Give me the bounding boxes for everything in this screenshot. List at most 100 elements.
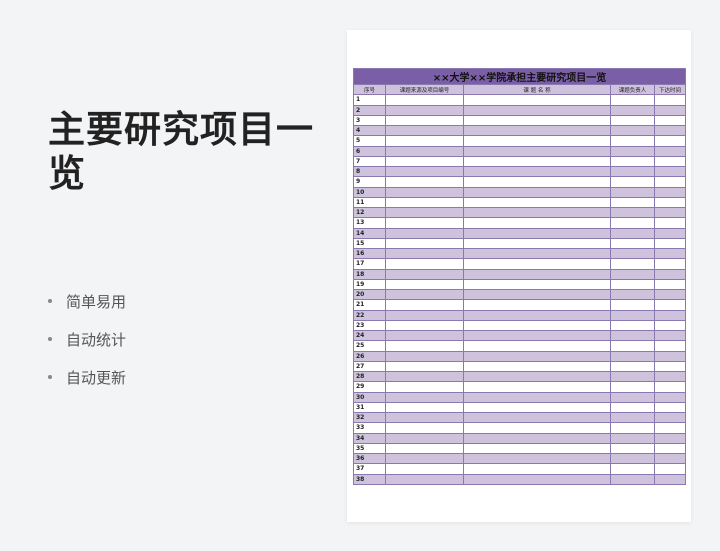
table-cell[interactable] bbox=[610, 278, 655, 291]
table-cell[interactable] bbox=[654, 104, 686, 116]
table-cell[interactable] bbox=[463, 258, 611, 270]
table-cell[interactable] bbox=[610, 401, 655, 414]
row-number[interactable]: 32 bbox=[353, 411, 386, 424]
row-number[interactable]: 37 bbox=[353, 463, 386, 475]
table-cell[interactable] bbox=[385, 309, 464, 321]
table-cell[interactable] bbox=[654, 196, 686, 209]
table-cell[interactable] bbox=[654, 94, 686, 106]
table-cell[interactable] bbox=[654, 186, 686, 198]
table-cell[interactable] bbox=[385, 360, 464, 373]
table-cell[interactable] bbox=[610, 165, 655, 178]
table-cell[interactable] bbox=[463, 206, 611, 219]
row-number[interactable]: 18 bbox=[353, 268, 386, 280]
table-cell[interactable] bbox=[385, 370, 464, 383]
table-cell[interactable] bbox=[463, 299, 611, 311]
row-number[interactable]: 5 bbox=[353, 135, 386, 147]
table-cell[interactable] bbox=[654, 227, 686, 239]
table-cell[interactable] bbox=[385, 278, 464, 291]
table-cell[interactable] bbox=[654, 422, 686, 434]
table-cell[interactable] bbox=[654, 360, 686, 373]
table-cell[interactable] bbox=[610, 227, 655, 239]
table-cell[interactable] bbox=[385, 94, 464, 106]
table-cell[interactable] bbox=[385, 422, 464, 434]
table-cell[interactable] bbox=[654, 299, 686, 311]
table-cell[interactable] bbox=[463, 401, 611, 414]
table-cell[interactable] bbox=[610, 463, 655, 475]
table-cell[interactable] bbox=[610, 104, 655, 116]
row-number[interactable]: 11 bbox=[353, 196, 386, 209]
row-number[interactable]: 22 bbox=[353, 309, 386, 321]
row-number[interactable]: 36 bbox=[353, 452, 386, 465]
table-cell[interactable] bbox=[654, 432, 686, 444]
table-cell[interactable] bbox=[385, 411, 464, 424]
row-number[interactable]: 20 bbox=[353, 288, 386, 301]
row-number[interactable]: 15 bbox=[353, 237, 386, 250]
table-cell[interactable] bbox=[463, 165, 611, 178]
table-cell[interactable] bbox=[654, 452, 686, 465]
table-cell[interactable] bbox=[654, 463, 686, 475]
table-cell[interactable] bbox=[654, 176, 686, 188]
table-cell[interactable] bbox=[610, 124, 655, 137]
row-number[interactable]: 9 bbox=[353, 176, 386, 188]
table-cell[interactable] bbox=[610, 340, 655, 352]
row-number[interactable]: 31 bbox=[353, 401, 386, 414]
table-cell[interactable] bbox=[610, 155, 655, 168]
table-cell[interactable] bbox=[610, 135, 655, 147]
table-cell[interactable] bbox=[463, 104, 611, 116]
row-number[interactable]: 2 bbox=[353, 104, 386, 116]
table-cell[interactable] bbox=[654, 411, 686, 424]
table-cell[interactable] bbox=[654, 124, 686, 137]
table-cell[interactable] bbox=[385, 329, 464, 342]
table-cell[interactable] bbox=[463, 473, 611, 485]
table-cell[interactable] bbox=[463, 278, 611, 291]
table-cell[interactable] bbox=[610, 411, 655, 424]
table-cell[interactable] bbox=[610, 370, 655, 383]
table-cell[interactable] bbox=[463, 135, 611, 147]
table-cell[interactable] bbox=[385, 268, 464, 280]
table-cell[interactable] bbox=[385, 237, 464, 250]
table-cell[interactable] bbox=[463, 360, 611, 373]
row-number[interactable]: 24 bbox=[353, 329, 386, 342]
table-cell[interactable] bbox=[610, 329, 655, 342]
table-cell[interactable] bbox=[385, 299, 464, 311]
table-cell[interactable] bbox=[654, 114, 686, 127]
table-cell[interactable] bbox=[463, 370, 611, 383]
table-cell[interactable] bbox=[463, 411, 611, 424]
table-cell[interactable] bbox=[385, 463, 464, 475]
table-cell[interactable] bbox=[385, 391, 464, 403]
table-cell[interactable] bbox=[654, 217, 686, 229]
row-number[interactable]: 14 bbox=[353, 227, 386, 239]
table-cell[interactable] bbox=[654, 340, 686, 352]
table-cell[interactable] bbox=[463, 227, 611, 239]
table-cell[interactable] bbox=[385, 452, 464, 465]
row-number[interactable]: 33 bbox=[353, 422, 386, 434]
table-cell[interactable] bbox=[463, 422, 611, 434]
table-cell[interactable] bbox=[654, 247, 686, 260]
table-cell[interactable] bbox=[654, 442, 686, 455]
table-cell[interactable] bbox=[610, 299, 655, 311]
table-cell[interactable] bbox=[610, 319, 655, 332]
table-cell[interactable] bbox=[610, 176, 655, 188]
row-number[interactable]: 3 bbox=[353, 114, 386, 127]
table-cell[interactable] bbox=[654, 155, 686, 168]
table-cell[interactable] bbox=[654, 237, 686, 250]
table-cell[interactable] bbox=[463, 124, 611, 137]
table-cell[interactable] bbox=[385, 247, 464, 260]
row-number[interactable]: 28 bbox=[353, 370, 386, 383]
table-cell[interactable] bbox=[385, 473, 464, 485]
row-number[interactable]: 23 bbox=[353, 319, 386, 332]
table-cell[interactable] bbox=[463, 432, 611, 444]
table-cell[interactable] bbox=[654, 288, 686, 301]
table-cell[interactable] bbox=[385, 381, 464, 393]
table-cell[interactable] bbox=[654, 135, 686, 147]
table-cell[interactable] bbox=[654, 206, 686, 219]
row-number[interactable]: 29 bbox=[353, 381, 386, 393]
table-cell[interactable] bbox=[654, 278, 686, 291]
table-cell[interactable] bbox=[610, 381, 655, 393]
table-cell[interactable] bbox=[610, 114, 655, 127]
table-cell[interactable] bbox=[463, 452, 611, 465]
table-cell[interactable] bbox=[463, 196, 611, 209]
row-number[interactable]: 19 bbox=[353, 278, 386, 291]
table-cell[interactable] bbox=[385, 319, 464, 332]
table-cell[interactable] bbox=[463, 381, 611, 393]
